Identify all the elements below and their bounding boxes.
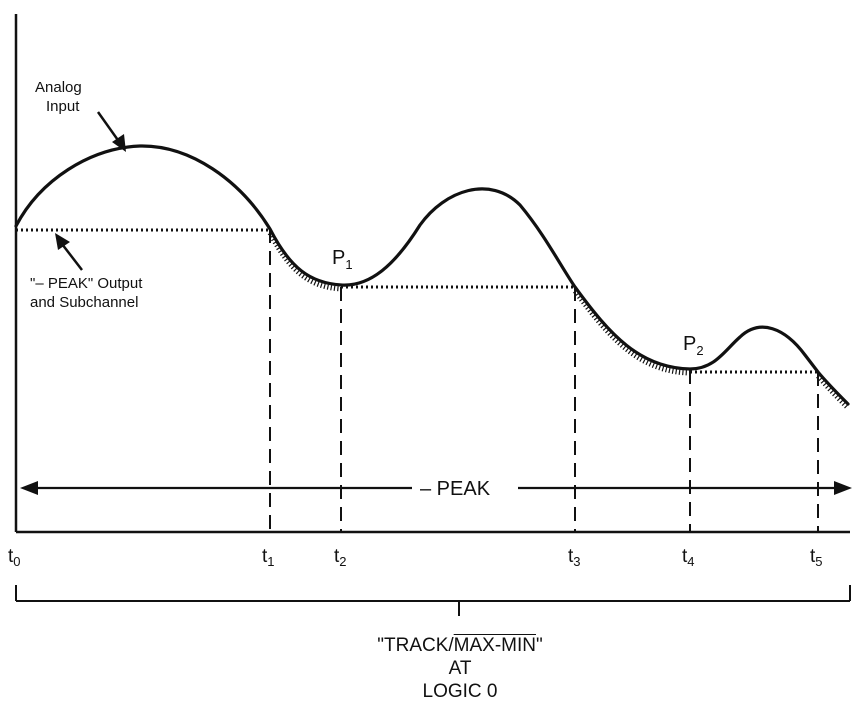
logic-caption: "TRACK/MAX-MIN" AT LOGIC 0 — [280, 634, 640, 703]
time-label-t3: t3 — [568, 546, 581, 569]
analog-input-label-line2: Input — [46, 98, 80, 115]
tracking-hatch-3 — [816, 374, 850, 410]
time-label-t5: t5 — [810, 546, 823, 569]
caption-track: "TRACK/ — [377, 635, 454, 656]
time-label-t1: t1 — [262, 546, 275, 569]
peak-span-arrowhead-left — [20, 481, 38, 495]
peak-output-pointer — [61, 243, 83, 271]
peak-p1-label: P1 — [332, 247, 353, 272]
analog-input-arrowhead — [112, 134, 126, 152]
logic-caption-line1: "TRACK/MAX-MIN" — [280, 634, 640, 657]
time-label-t0: t0 — [8, 546, 21, 569]
tracking-hatch-1 — [267, 231, 342, 292]
analog-input-label-line1: Analog — [35, 79, 82, 96]
time-label-t4: t4 — [682, 546, 695, 569]
analog-input-pointer — [96, 111, 122, 144]
caption-quote: " — [536, 635, 543, 656]
logic-caption-line2: AT — [448, 658, 472, 679]
peak-output-label-line2: and Subchannel — [30, 294, 138, 311]
peak-span-arrowhead-right — [834, 481, 852, 495]
peak-span-label-bg — [412, 476, 518, 500]
peak-span-label: – PEAK — [420, 478, 491, 500]
caption-max-min: MAX-MIN — [453, 635, 536, 656]
peak-output-arrowhead — [55, 233, 70, 250]
peak-p2-label: P2 — [683, 333, 704, 358]
logic-caption-line3: LOGIC 0 — [422, 681, 498, 702]
peak-output-label-line1: "– PEAK" Output — [30, 275, 143, 292]
tracking-hatch-2 — [572, 289, 691, 376]
analog-input-curve — [14, 144, 850, 406]
time-label-t2: t2 — [334, 546, 347, 569]
